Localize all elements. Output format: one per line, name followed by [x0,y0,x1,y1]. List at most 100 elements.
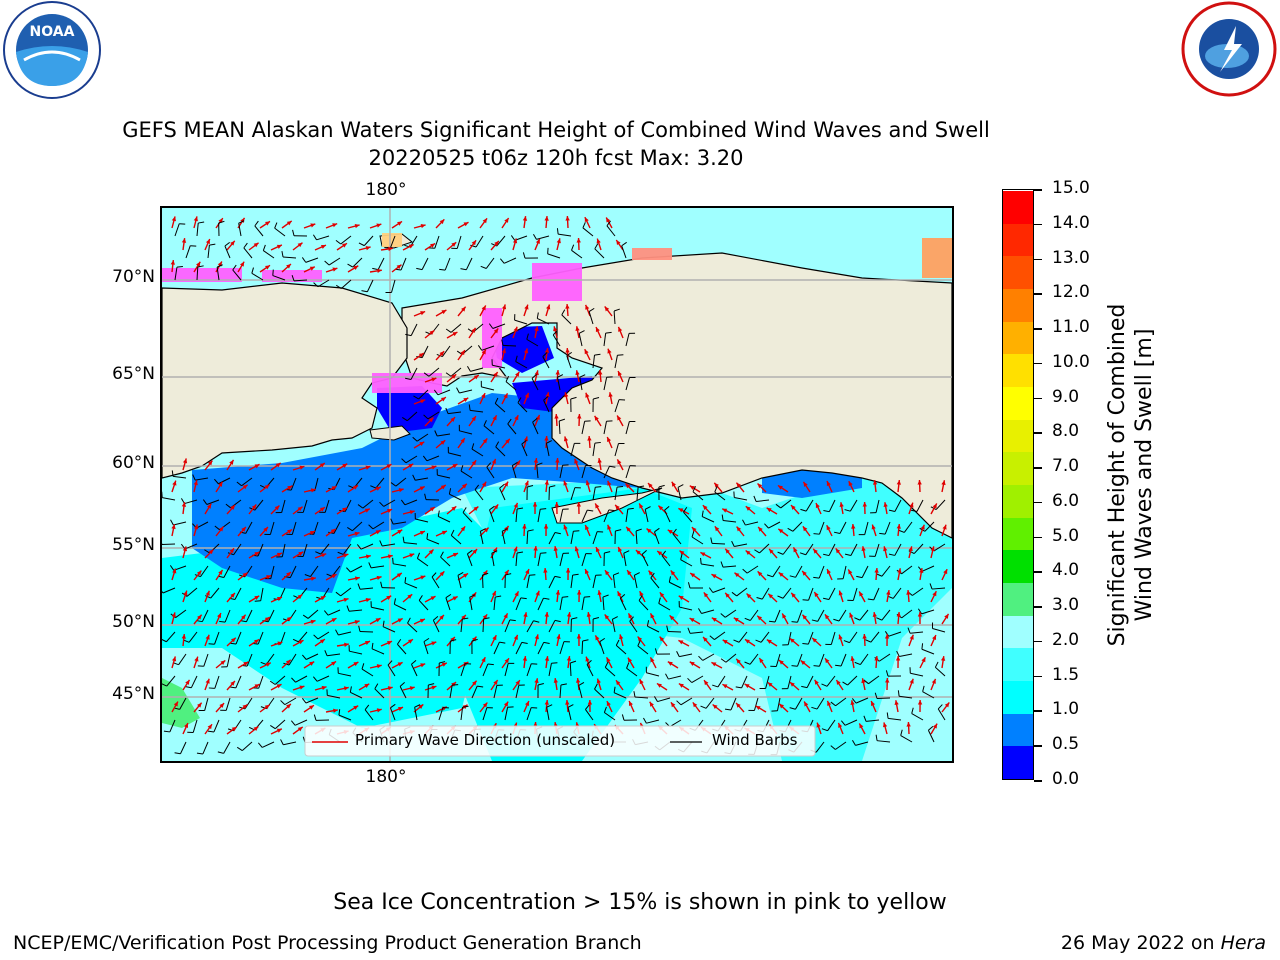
wind-barb-flag [312,676,318,682]
wind-barb-flag [654,527,660,533]
wind-barb [225,697,231,711]
wind-barb [184,499,198,505]
wind-barb [792,521,803,532]
wind-barb-flag [884,631,890,637]
wave-direction-arrowhead [594,415,599,421]
wave-direction-arrowhead [711,574,717,579]
wind-barb [567,707,572,721]
wind-barb [603,465,610,479]
wind-barb-flag [854,661,861,666]
wind-barb [444,257,451,271]
wave-direction-arrowhead [482,218,488,224]
wind-barb-flag [162,590,164,594]
wind-barb [921,565,935,572]
wind-barb [725,653,737,663]
wind-barb [235,631,242,645]
wave-direction-arrowhead [439,571,445,577]
wind-barb-flag [387,660,393,666]
wind-barb-flag [811,706,818,710]
wave-direction-arrowhead [626,526,631,532]
wind-barb [913,543,924,554]
wind-barb-flag [562,596,569,598]
wave-direction-arrowhead [420,311,426,316]
wind-barb [633,575,638,589]
wind-barb-flag [207,730,215,733]
wave-direction-arrowhead [618,326,623,332]
wind-barb-flag [413,395,419,400]
colorbar-tick-label: 10.0 [1052,351,1090,372]
wind-barb [581,465,586,479]
wind-barb-flag [594,243,599,250]
colorbar-tick-label: 4.0 [1052,560,1080,581]
wind-barb [768,521,781,529]
wind-barb-flag [613,686,616,693]
wind-barb [899,653,913,657]
wind-barb [626,667,638,677]
wind-barb [749,609,759,621]
wind-barb-flag [851,698,857,704]
wave-direction-arrowhead [375,486,381,491]
wind-barb-flag [433,389,439,396]
wind-barb-flag [835,664,842,667]
wind-barb-flag [456,387,460,394]
wind-barb-flag [204,549,210,554]
wave-direction-arrowhead [616,680,621,686]
wind-barb [536,235,550,240]
wind-barb-flag [402,536,405,543]
wind-barb [775,653,781,667]
wave-direction-arrowhead [575,326,580,332]
wind-barb [404,499,418,506]
wind-barb [570,531,574,545]
wave-direction-arrowhead [285,659,291,665]
wind-barb [526,663,532,677]
wind-barb-flag [510,235,516,241]
wind-barb [274,227,286,237]
wave-direction-arrowhead [576,238,581,243]
wind-barb-flag [922,685,925,692]
wave-direction-arrowhead [239,261,245,267]
wave-direction-arrowhead [725,592,730,598]
wave-direction-arrowhead [766,507,772,513]
wind-barb [894,543,902,556]
wave-direction-arrowhead [604,306,610,312]
wind-barb [349,609,363,612]
wave-direction-arrowhead [230,637,236,643]
wave-direction-arrowhead [574,458,579,464]
wave-direction-arrowhead [185,679,190,685]
wind-barb-flag [697,608,702,614]
wave-direction-arrowhead [491,458,496,464]
wind-barb [570,487,576,501]
wind-barb-flag [480,265,487,269]
wind-barb-flag [833,531,841,534]
wind-barb [861,565,869,578]
wind-barb-flag [608,509,615,512]
wind-barb [173,475,187,479]
wave-direction-arrowhead [814,592,819,597]
wind-barb [517,402,528,413]
wind-barb-flag [813,576,820,579]
wind-barb-flag [424,493,427,500]
wind-barb-flag [691,531,695,538]
wave-direction-arrowhead [544,612,549,617]
wind-barb [481,345,495,351]
wind-barb-flag [162,683,167,687]
wind-barb [724,609,737,618]
wind-barb-flag [542,352,548,357]
wave-direction-arrowhead [321,685,327,691]
plot-subtitle: 20220525 t06z 120h fcst Max: 3.20 [368,146,744,170]
wind-barb-flag [867,598,874,601]
wave-direction-arrowhead [505,438,510,444]
wind-barb [333,521,341,534]
wind-barb [558,420,561,435]
wind-barb-flag [323,610,329,616]
wind-barb-flag [229,686,236,689]
wind-barb [305,697,319,704]
wind-barb-flag [888,509,896,512]
wave-direction-arrowhead [197,614,202,620]
wind-barb [449,493,462,501]
wind-barb-flag [874,692,878,699]
wind-barb-flag [885,670,889,677]
wind-barb [599,641,605,655]
wave-direction-arrowhead [859,591,864,597]
wave-direction-arrowhead [885,678,890,683]
